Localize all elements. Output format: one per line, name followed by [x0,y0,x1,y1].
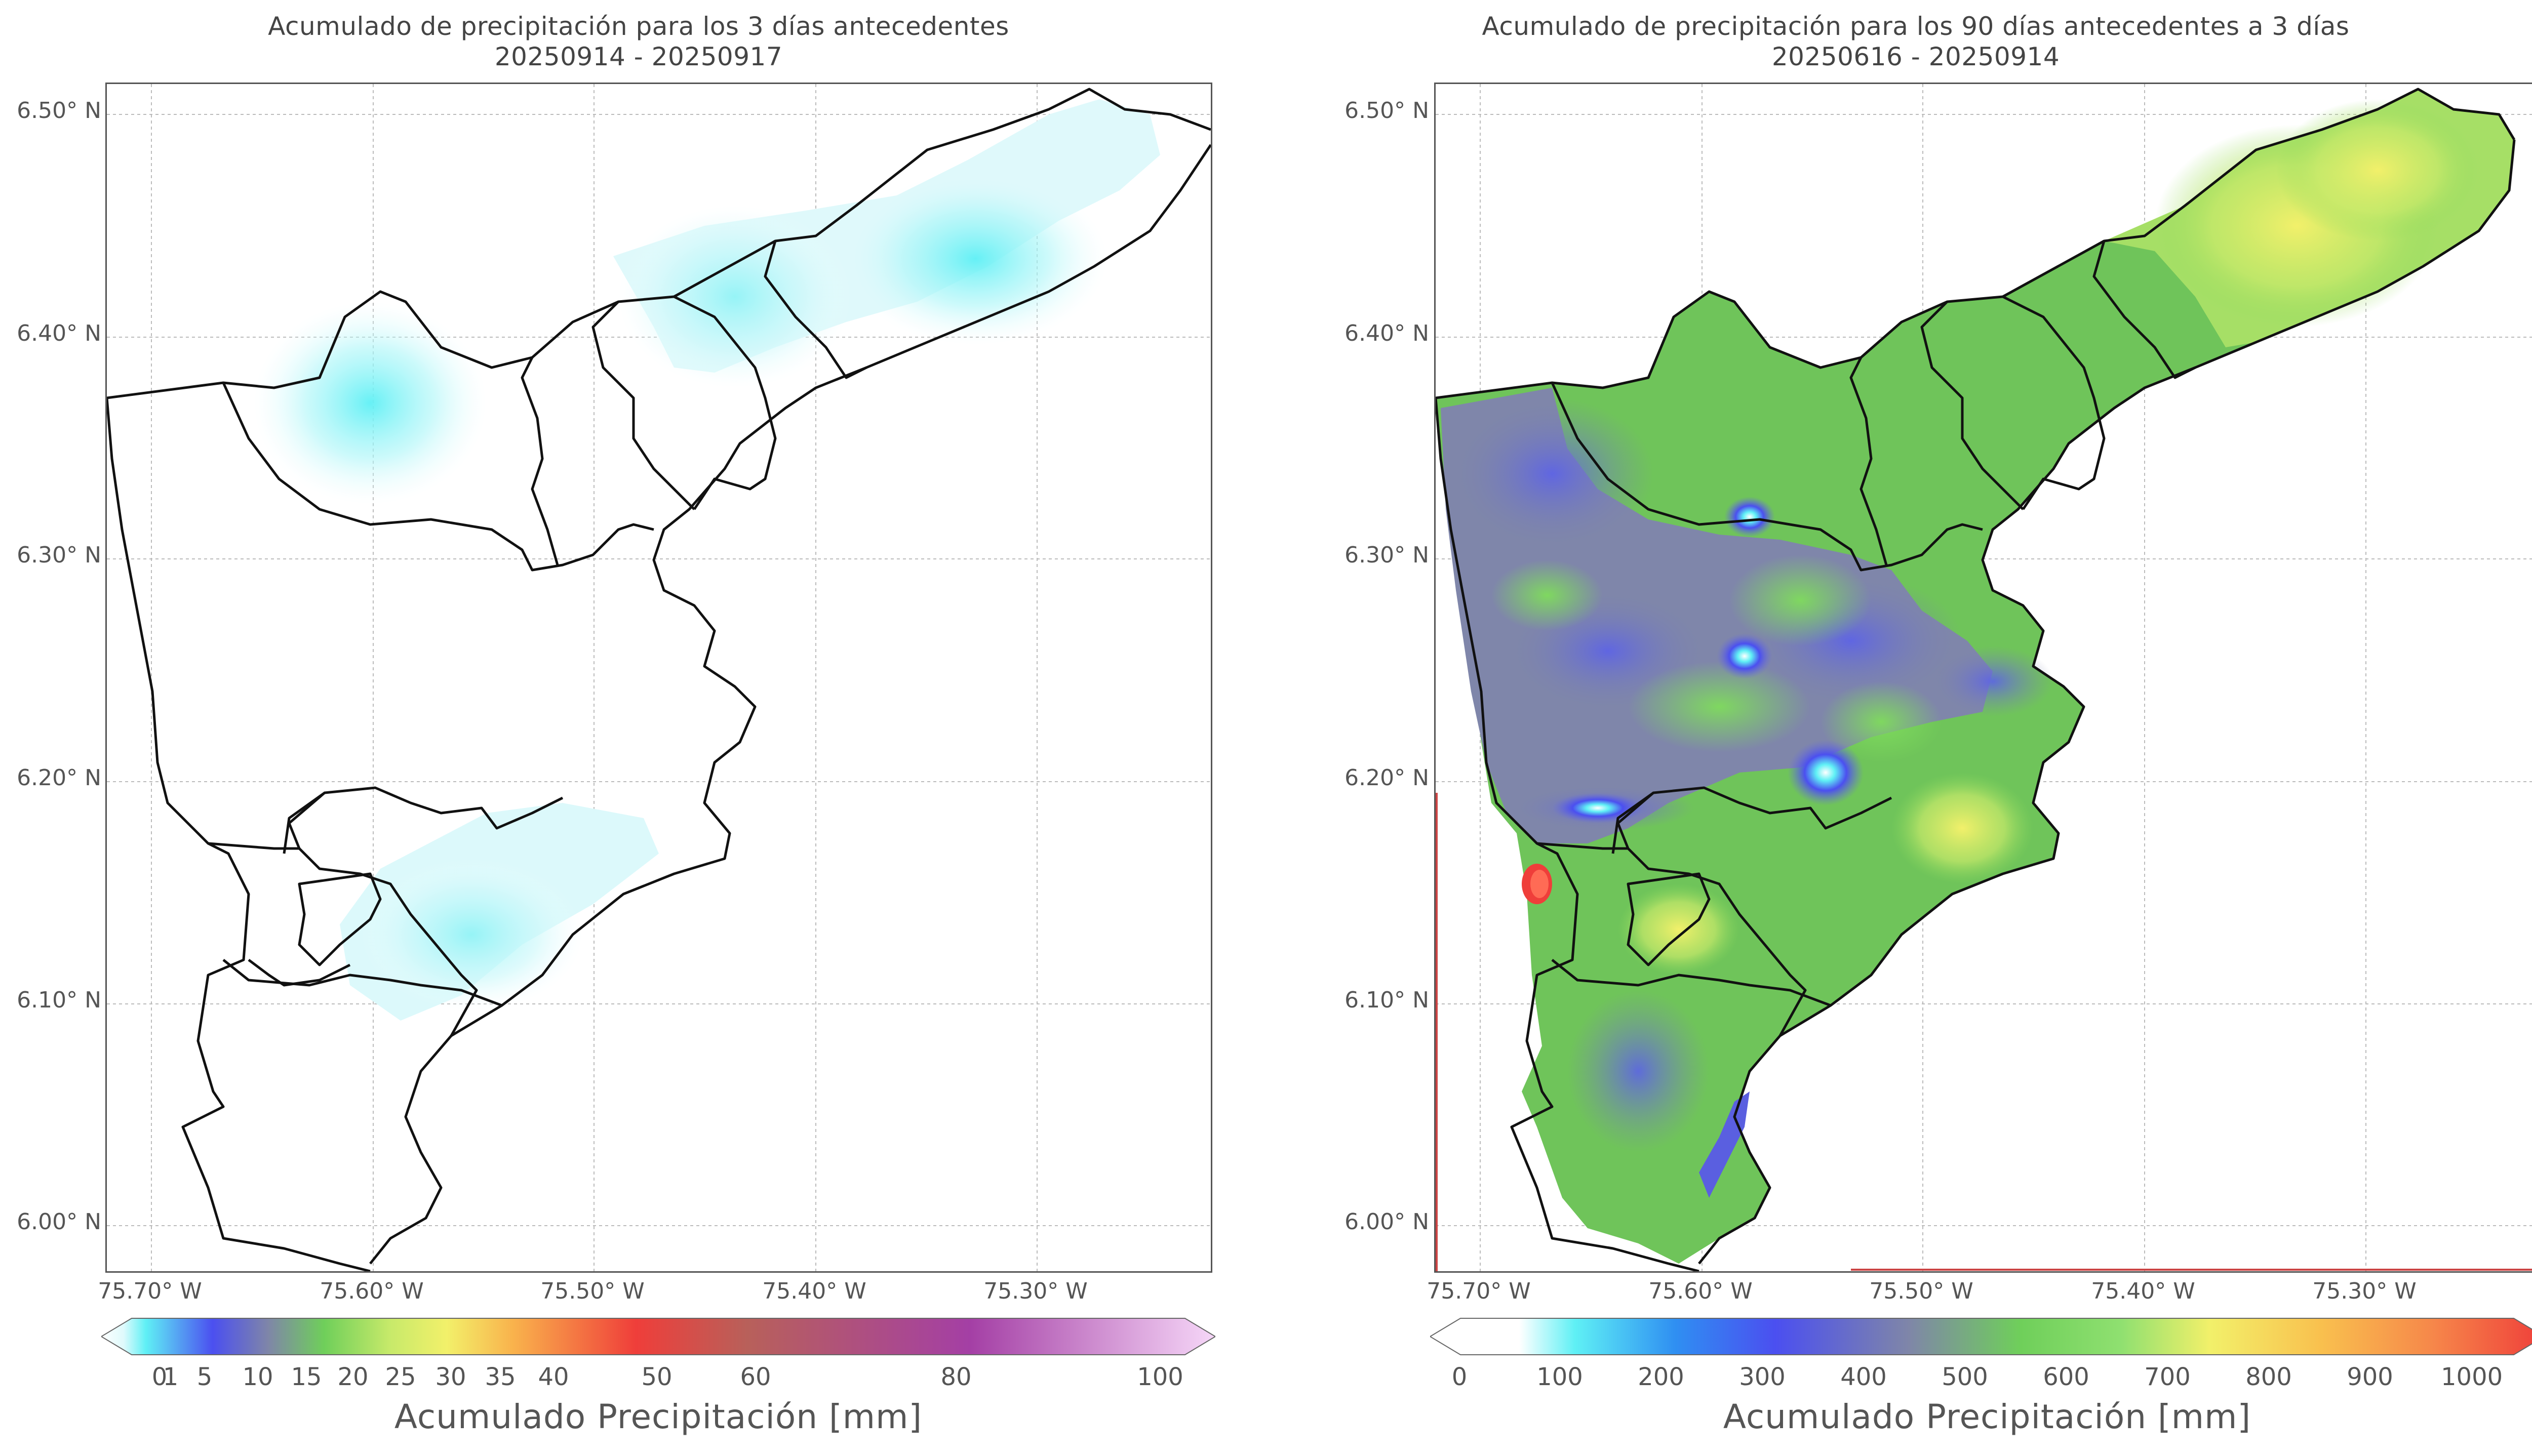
right-map-svg [1436,84,2532,1271]
right-xtick-5: 75.30° W [2312,1278,2417,1304]
left-ytick-5: 6.10° N [17,987,101,1013]
left-cb-tick-30: 30 [435,1363,466,1391]
right-ytick-2: 6.40° N [1344,320,1429,346]
right-xtick-1: 75.70° W [1427,1278,1531,1304]
right-map-panel: Acumulado de precipitación para los 90 d… [1277,0,2532,1456]
left-map-area [105,83,1212,1273]
left-precip-field [254,99,1160,1021]
right-cb-tick-700: 700 [2144,1363,2191,1391]
left-xtick-5: 75.30° W [983,1278,1088,1304]
right-cb-tick-400: 400 [1840,1363,1887,1391]
right-colorbar-label: Acumulado Precipitación [mm] [1723,1397,2251,1436]
right-ytick-6: 6.00° N [1344,1209,1429,1235]
left-map-panel: Acumulado de precipitación para los 3 dí… [0,11,1277,1456]
left-cb-tick-40: 40 [538,1363,569,1391]
left-colorbar: 0 1 5 10 15 20 25 30 35 40 50 60 80 100 … [100,1316,1216,1456]
left-cb-tick-60: 60 [740,1363,771,1391]
left-cb-tick-25: 25 [385,1363,416,1391]
right-cb-tick-1000: 1000 [2441,1363,2503,1391]
left-ytick-6: 6.00° N [17,1209,101,1235]
left-cb-tick-1: 1 [163,1363,179,1391]
left-ytick-3: 6.30° N [17,542,101,568]
right-ytick-4: 6.20° N [1344,765,1429,791]
right-cb-tick-500: 500 [1942,1363,1988,1391]
left-title-line1: Acumulado de precipitación para los 3 dí… [268,12,1009,41]
left-xtick-1: 75.70° W [98,1278,202,1304]
left-cb-tick-20: 20 [337,1363,369,1391]
right-cb-tick-0: 0 [1451,1363,1468,1391]
left-map-title: Acumulado de precipitación para los 3 dí… [0,11,1277,72]
left-ytick-1: 6.50° N [17,98,101,124]
left-municipal-boundaries [107,88,1211,1271]
right-ytick-3: 6.30° N [1344,542,1429,568]
right-cb-tick-200: 200 [1638,1363,1684,1391]
left-xtick-2: 75.60° W [320,1278,424,1304]
left-cb-tick-80: 80 [940,1363,972,1391]
right-title-line1: Acumulado de precipitación para los 90 d… [1482,12,2350,41]
left-title-line2: 20250914 - 20250917 [494,42,783,71]
left-colorbar-label: Acumulado Precipitación [mm] [394,1397,923,1436]
left-cb-tick-0: 0 [151,1363,168,1391]
right-municipal-boundaries [1436,88,2516,1271]
right-colorbar-strip [1429,1318,2532,1355]
left-xtick-3: 75.50° W [540,1278,645,1304]
left-cb-tick-5: 5 [196,1363,213,1391]
left-colorbar-strip [100,1318,1216,1355]
left-map-svg [107,84,1211,1271]
right-cb-tick-100: 100 [1536,1363,1583,1391]
left-xtick-4: 75.40° W [762,1278,866,1304]
left-cb-tick-15: 15 [291,1363,322,1391]
right-precip-field [1436,89,2514,1264]
left-cb-tick-10: 10 [242,1363,273,1391]
left-cb-tick-35: 35 [485,1363,516,1391]
left-ytick-2: 6.40° N [17,320,101,346]
right-xtick-3: 75.50° W [1869,1278,1973,1304]
left-cb-tick-50: 50 [641,1363,672,1391]
right-map-area [1434,83,2532,1273]
right-ytick-5: 6.10° N [1344,987,1429,1013]
right-colorbar: 0 100 200 300 400 500 600 700 800 900 10… [1429,1316,2532,1456]
right-title-line2: 20250616 - 20250914 [1771,42,2060,71]
right-map-title: Acumulado de precipitación para los 90 d… [1277,11,2532,72]
right-cb-tick-600: 600 [2043,1363,2089,1391]
right-xtick-2: 75.60° W [1648,1278,1753,1304]
right-ytick-1: 6.50° N [1344,98,1429,124]
left-ytick-4: 6.20° N [17,765,101,791]
right-cb-tick-800: 800 [2245,1363,2292,1391]
left-cb-tick-100: 100 [1137,1363,1183,1391]
right-cb-tick-900: 900 [2347,1363,2393,1391]
right-xtick-4: 75.40° W [2091,1278,2195,1304]
right-cb-tick-300: 300 [1739,1363,1786,1391]
